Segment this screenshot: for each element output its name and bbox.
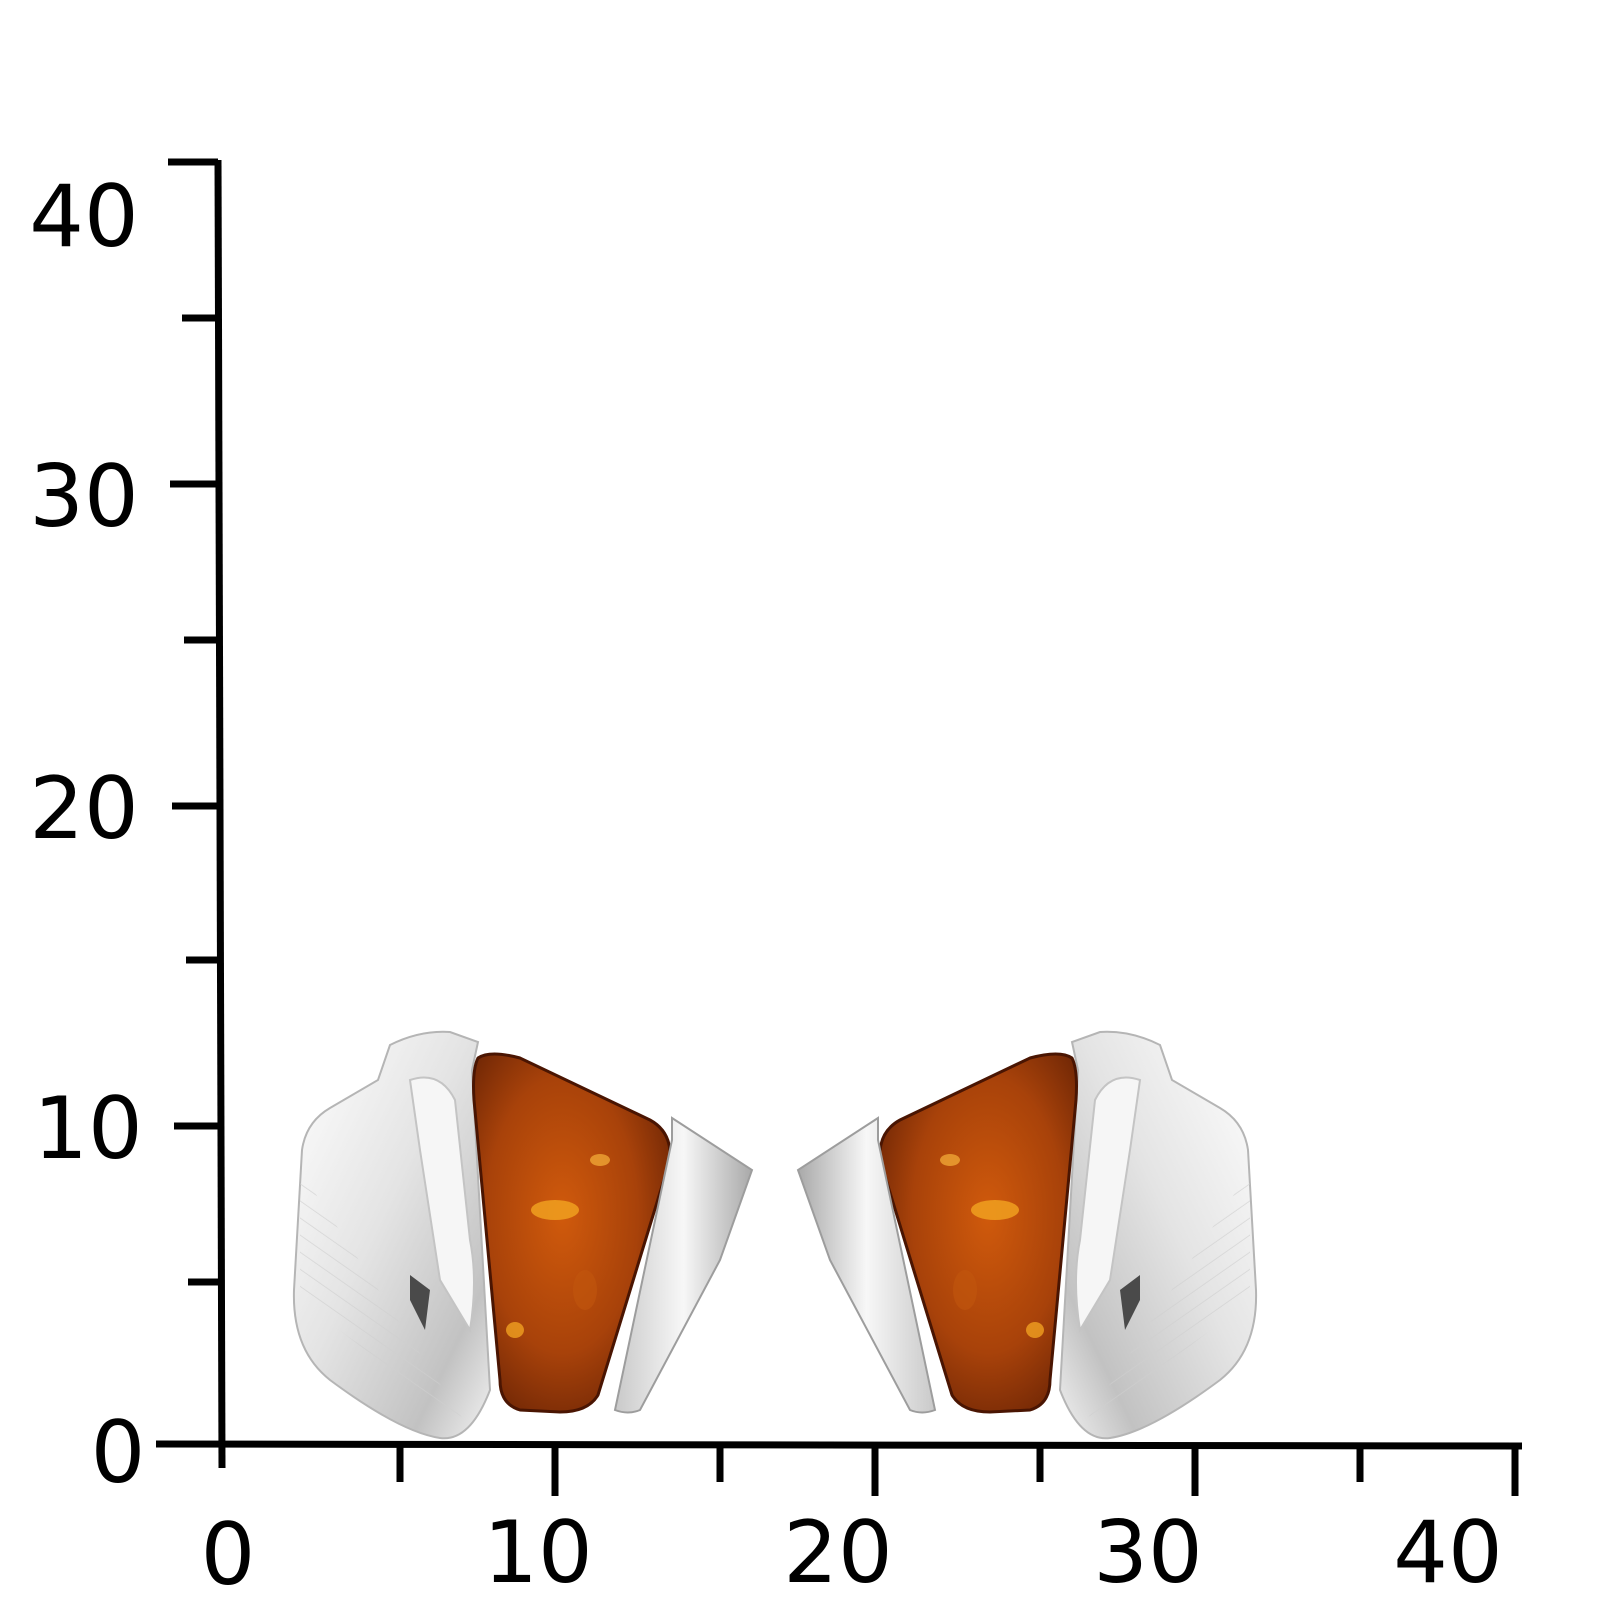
y-tick-label: 0 — [91, 1403, 146, 1503]
left-earring — [292, 1030, 754, 1440]
x-tick-label: 10 — [483, 1503, 592, 1600]
y-tick-label: 30 — [29, 447, 138, 547]
x-axis — [155, 1440, 1523, 1496]
x-tick-label: 0 — [201, 1505, 256, 1600]
y-tick-label: 10 — [33, 1079, 142, 1179]
y-tick-label: 40 — [29, 167, 138, 267]
y-tick-label: 20 — [29, 759, 138, 859]
right-earring — [796, 1030, 1258, 1440]
x-tick-label: 20 — [783, 1503, 892, 1600]
x-tick-label: 30 — [1093, 1503, 1202, 1600]
y-axis — [168, 158, 226, 1469]
amber-inclusion — [531, 1200, 579, 1220]
amber-inclusion — [971, 1200, 1019, 1220]
x-tick-label: 40 — [1393, 1503, 1502, 1600]
